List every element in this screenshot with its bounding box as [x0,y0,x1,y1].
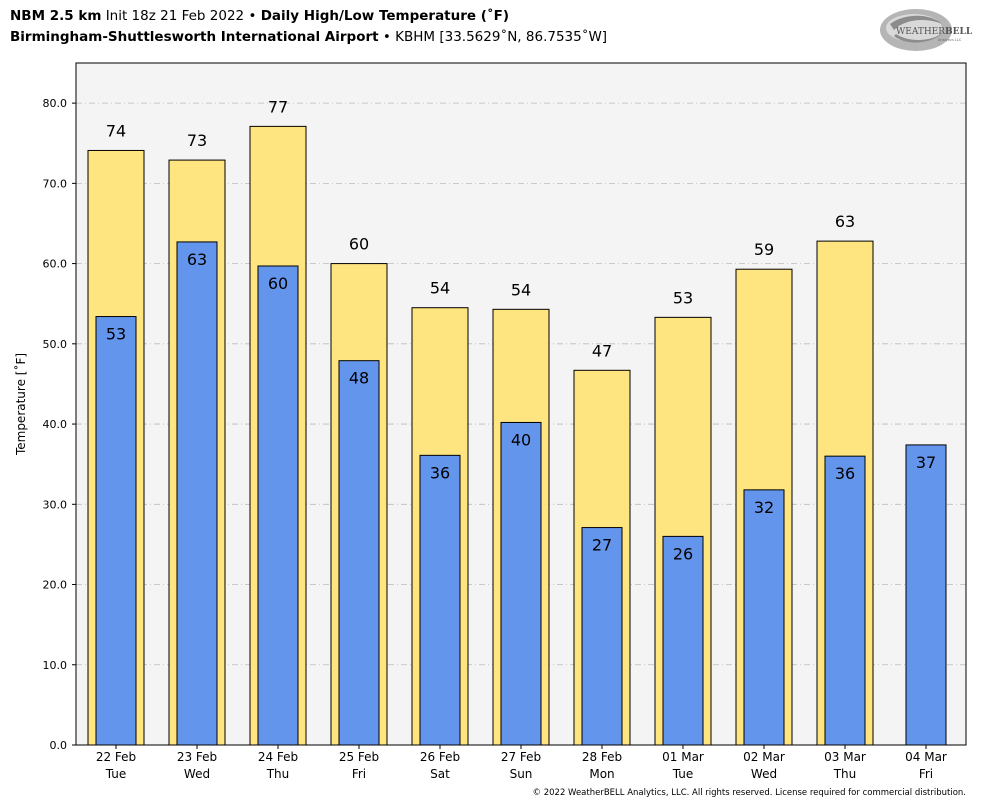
low-temp-label: 60 [268,274,288,293]
product-title: Daily High/Low Temperature (˚F) [260,8,510,24]
y-tick-label: 40.0 [43,418,68,431]
high-temp-label: 60 [349,235,369,254]
x-tick-label: 27 Feb [501,750,541,764]
header-bullet: • [248,8,257,24]
chart-header: NBM 2.5 km Init 18z 21 Feb 2022 • Daily … [10,6,607,48]
weatherbell-logo: WEATHERBELL Analytics LLC [880,9,972,51]
station-name: Birmingham-Shuttlesworth International A… [10,29,379,45]
x-weekday-label: Fri [919,767,933,781]
high-temp-labels: 74 73 77 60 54 54 47 53 59 63 [106,97,855,360]
svg-text:WEATHERBELL: WEATHERBELL [896,27,972,37]
x-tick-label: 26 Feb [420,750,460,764]
low-temp-bar [500,421,542,746]
header-line-2: Birmingham-Shuttlesworth International A… [10,27,607,48]
y-tick-label: 70.0 [43,177,68,190]
station-info: KBHM [33.5629˚N, 86.7535˚W] [395,29,608,45]
low-temp-bar [662,535,704,746]
low-temp-label: 40 [511,430,531,449]
low-temp-label: 63 [187,250,207,269]
x-weekday-label: Mon [589,767,614,781]
y-axis-label: Temperature [˚F] [13,353,28,456]
low-temp-bars [95,241,947,746]
y-tick-label: 30.0 [43,498,68,511]
y-tick-label: 20.0 [43,579,68,592]
x-weekday-label: Sun [510,767,533,781]
low-temp-bar [257,265,299,746]
x-tick-label: 02 Mar [743,750,785,764]
high-temp-label: 73 [187,131,207,150]
low-temp-label: 32 [754,498,774,517]
x-weekday-label: Wed [751,767,777,781]
low-temp-bar [743,489,785,746]
low-temp-label: 36 [430,463,450,482]
low-temp-bar [905,444,947,746]
low-temp-bar [581,527,623,746]
y-axis: 0.0 10.0 20.0 30.0 40.0 50.0 60.0 70.0 80.0 [43,97,76,752]
logo-text-b: BELL [945,27,972,37]
y-tick-label: 10.0 [43,659,68,672]
low-temp-labels: 53 63 60 48 36 40 27 26 32 36 37 [106,250,936,563]
header-bullet-2: • [382,29,391,45]
high-temp-label: 47 [592,341,612,360]
x-tick-label: 01 Mar [662,750,704,764]
low-temp-bar [338,360,380,746]
init-time: Init 18z 21 Feb 2022 [105,8,245,24]
low-temp-bar [176,241,218,746]
x-weekday-label: Tue [672,767,694,781]
x-weekday-label: Fri [352,767,366,781]
x-weekday-label: Tue [105,767,127,781]
x-weekday-label: Thu [833,767,857,781]
low-temp-bar [419,454,461,746]
x-weekday-label: Wed [184,767,210,781]
header-line-1: NBM 2.5 km Init 18z 21 Feb 2022 • Daily … [10,6,607,27]
x-weekday-label: Sat [430,767,450,781]
low-temp-label: 26 [673,544,693,563]
low-temp-label: 37 [916,453,936,472]
low-temp-bar [95,316,137,746]
low-temp-label: 48 [349,369,369,388]
high-temp-label: 53 [673,288,693,307]
y-tick-label: 80.0 [43,97,68,110]
high-temp-label: 63 [835,212,855,231]
y-tick-label: 0.0 [50,739,68,752]
low-temp-bar [824,455,866,746]
x-tick-label: 25 Feb [339,750,379,764]
high-temp-label: 77 [268,97,288,116]
x-tick-label: 22 Feb [96,750,136,764]
high-temp-label: 54 [430,279,450,298]
high-temp-label: 54 [511,280,531,299]
x-tick-label: 28 Feb [582,750,622,764]
copyright-notice: © 2022 WeatherBELL Analytics, LLC. All r… [532,788,966,798]
x-tick-label: 24 Feb [258,750,298,764]
high-temp-label: 74 [106,121,126,140]
y-tick-label: 60.0 [43,258,68,271]
x-tick-label: 23 Feb [177,750,217,764]
low-temp-label: 27 [592,536,612,555]
low-temp-label: 36 [835,464,855,483]
y-tick-label: 50.0 [43,338,68,351]
high-temp-label: 59 [754,240,774,259]
x-axis: 22 Feb Tue 23 Feb Wed 24 Feb Thu 25 Feb Fri 26 F… [96,745,947,781]
logo-text-a: WEATHER [896,27,945,37]
x-tick-label: 04 Mar [905,750,947,764]
model-name: NBM 2.5 km [10,8,102,24]
x-tick-label: 03 Mar [824,750,866,764]
low-temp-label: 53 [106,325,126,344]
x-weekday-label: Thu [266,767,290,781]
logo-sub: Analytics LLC [938,38,962,42]
